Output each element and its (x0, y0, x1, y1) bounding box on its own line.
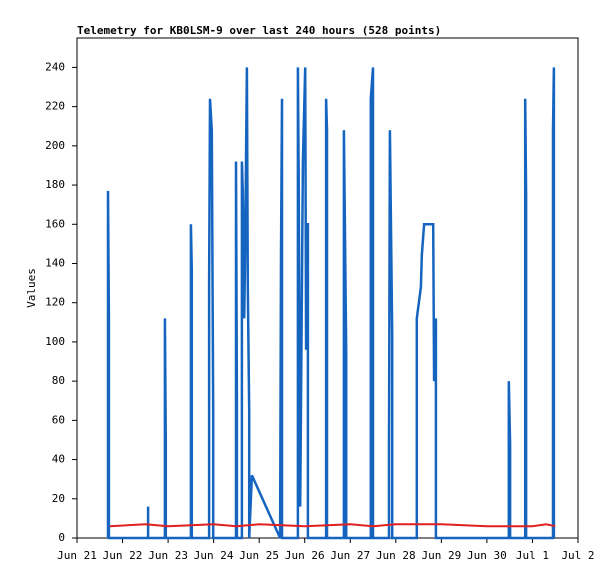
y-tick-label: 140 (45, 256, 65, 269)
x-tick-label: Jun 25 (239, 549, 279, 562)
x-tick-label: Jun 23 (148, 549, 188, 562)
y-tick-label: 120 (45, 296, 65, 309)
x-tick-label: Jun 24 (194, 549, 234, 562)
y-tick-label: 100 (45, 335, 65, 348)
x-tick-label: Jun 21 (57, 549, 97, 562)
y-tick-label: 180 (45, 178, 65, 191)
y-tick-label: 0 (58, 531, 65, 544)
chart-title: Telemetry for KB0LSM-9 over last 240 hou… (77, 24, 441, 37)
y-tick-label: 40 (52, 453, 65, 466)
x-tick-label: Jun 26 (285, 549, 325, 562)
x-tick-label: Jun 27 (330, 549, 370, 562)
x-tick-label: Jul 2 (561, 549, 594, 562)
y-tick-label: 80 (52, 374, 65, 387)
x-tick-label: Jun 22 (103, 549, 143, 562)
y-tick-label: 220 (45, 100, 65, 113)
x-tick-label: Jun 30 (467, 549, 507, 562)
y-tick-label: 60 (52, 413, 65, 426)
x-tick-label: Jul 1 (516, 549, 549, 562)
y-tick-label: 20 (52, 492, 65, 505)
x-tick-label: Jun 29 (421, 549, 461, 562)
y-tick-label: 240 (45, 60, 65, 73)
series-line (106, 67, 556, 540)
y-tick-label: 160 (45, 217, 65, 230)
x-tick-label: Jun 28 (376, 549, 416, 562)
y-axis-label: Values (25, 268, 38, 308)
y-tick-label: 200 (45, 139, 65, 152)
series-line (109, 523, 556, 528)
